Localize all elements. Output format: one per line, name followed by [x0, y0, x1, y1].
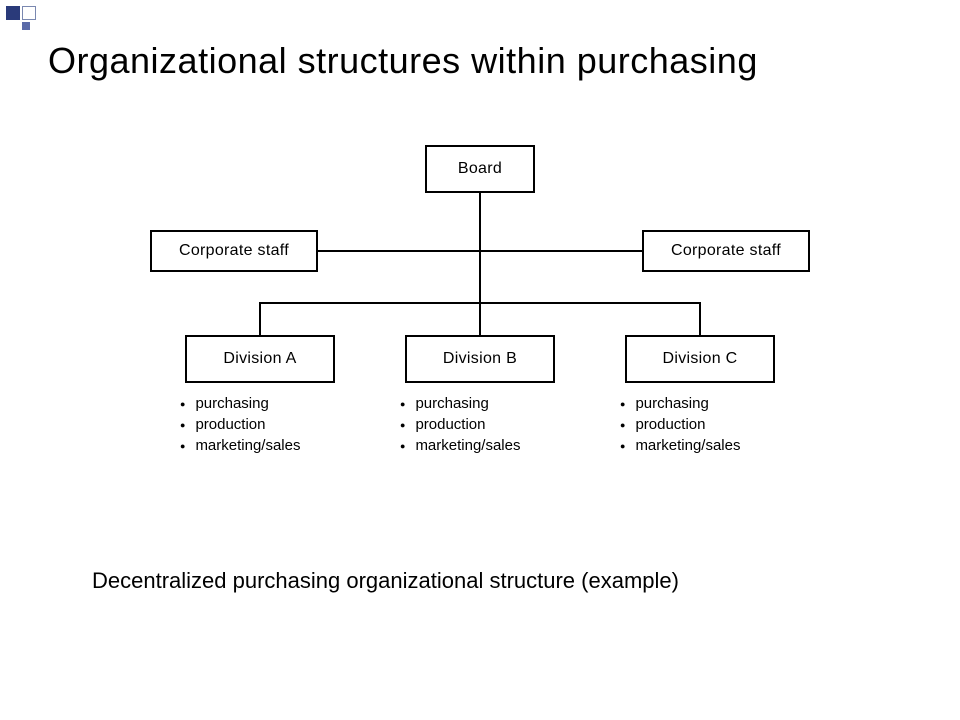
- bullet-item: purchasing: [180, 395, 300, 412]
- division-bullets-divC: purchasing production marketing/sales: [620, 395, 740, 458]
- edge: [260, 303, 480, 335]
- bullet-item: marketing/sales: [180, 437, 300, 454]
- division-bullets-divA: purchasing production marketing/sales: [180, 395, 300, 458]
- bullet-item: production: [620, 416, 740, 433]
- node-divB: Division B: [405, 335, 555, 383]
- node-label: Board: [458, 160, 502, 178]
- node-divA: Division A: [185, 335, 335, 383]
- node-label: Corporate staff: [179, 242, 289, 260]
- bullet-item: marketing/sales: [620, 437, 740, 454]
- node-divC: Division C: [625, 335, 775, 383]
- bullet-item: marketing/sales: [400, 437, 520, 454]
- node-board: Board: [425, 145, 535, 193]
- node-label: Division C: [662, 350, 737, 368]
- node-label: Corporate staff: [671, 242, 781, 260]
- bullet-item: purchasing: [400, 395, 520, 412]
- node-staffR: Corporate staff: [642, 230, 810, 272]
- edge: [480, 303, 700, 335]
- node-label: Division B: [443, 350, 517, 368]
- bullet-item: purchasing: [620, 395, 740, 412]
- slide-caption: Decentralized purchasing organizational …: [92, 568, 679, 594]
- bullet-item: production: [400, 416, 520, 433]
- node-staffL: Corporate staff: [150, 230, 318, 272]
- division-bullets-divB: purchasing production marketing/sales: [400, 395, 520, 458]
- node-label: Division A: [223, 350, 296, 368]
- org-chart: Board Corporate staff Corporate staff Divis…: [0, 0, 960, 720]
- bullet-item: production: [180, 416, 300, 433]
